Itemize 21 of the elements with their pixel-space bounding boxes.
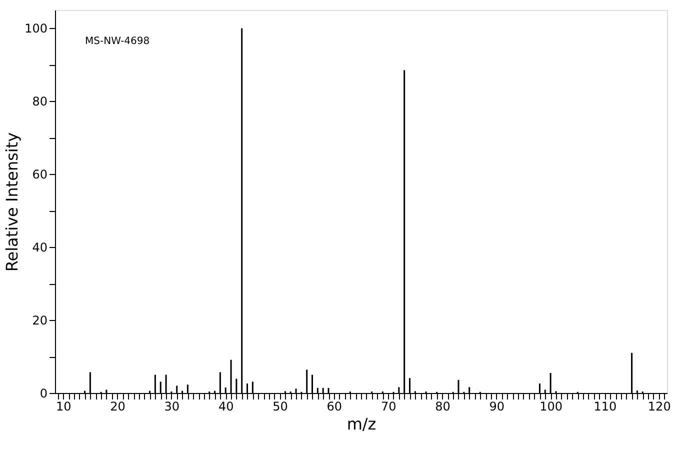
- x-tick-label: 60: [326, 400, 342, 414]
- y-tick-label: 60: [32, 168, 48, 182]
- annotation: MS-NW-4698: [85, 36, 150, 47]
- x-tick-label: 20: [110, 400, 126, 414]
- x-tick-label: 110: [594, 400, 617, 414]
- x-tick-label: 40: [218, 400, 234, 414]
- x-tick-label: 30: [164, 400, 180, 414]
- y-tick-label: 100: [24, 22, 48, 36]
- x-axis-title: m/z: [346, 414, 376, 434]
- x-tick-label: 120: [648, 400, 671, 414]
- x-tick-label: 80: [435, 400, 450, 414]
- x-tick-label: 50: [272, 400, 288, 414]
- y-tick-label: 40: [32, 240, 48, 255]
- y-tick-label: 80: [32, 94, 48, 109]
- x-tick-label: 70: [380, 400, 396, 414]
- x-tick-label: 10: [56, 400, 72, 414]
- y-tick-label: 20: [32, 314, 48, 328]
- y-tick-label: 0: [40, 386, 48, 400]
- y-axis-title: Relative Intensity: [2, 132, 22, 272]
- x-tick-label: 90: [489, 400, 505, 414]
- x-tick-label: 100: [540, 400, 563, 414]
